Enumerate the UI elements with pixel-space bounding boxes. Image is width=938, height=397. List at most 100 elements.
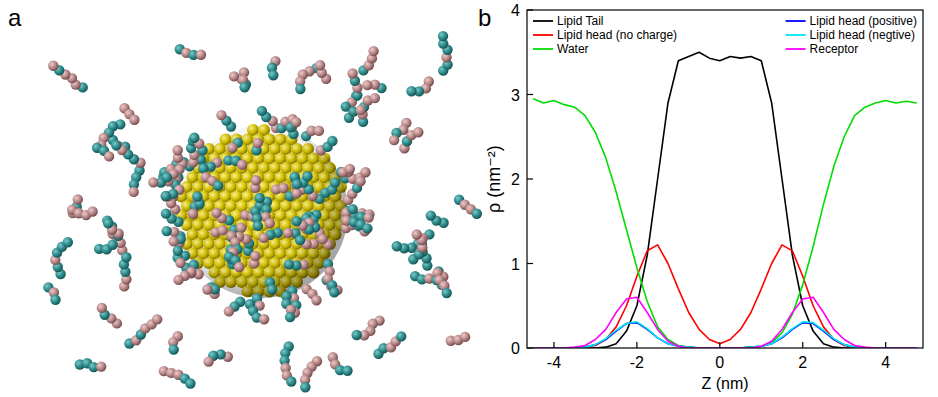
series-line <box>533 297 917 348</box>
bead-teal <box>342 366 352 376</box>
bead-pink <box>265 218 275 228</box>
panel-b: -4-202401234Z (nm)ρ (nm⁻²)Lipid TailLipi… <box>484 2 923 392</box>
legend-label: Lipid head (positive) <box>810 14 917 28</box>
bead-pink <box>291 117 301 127</box>
bead-teal <box>253 221 263 231</box>
bead-teal <box>254 193 264 203</box>
bead-teal <box>63 237 73 247</box>
bead-pink <box>355 176 365 186</box>
legend-column: Lipid head (positive)Lipid head (negtive… <box>786 14 917 56</box>
bead-teal <box>352 330 362 340</box>
bead-pink <box>251 175 261 185</box>
bead-pink <box>175 258 185 268</box>
bead-pink <box>152 314 162 324</box>
legend-item: Lipid head (no charge) <box>533 28 677 42</box>
legend: Lipid TailLipid head (no charge)Water Lip… <box>533 14 917 56</box>
legend-item: Water <box>533 42 589 56</box>
bead-teal <box>267 284 277 294</box>
y-tick-label: 2 <box>511 171 520 188</box>
y-tick-label: 0 <box>511 340 520 357</box>
free-lipids <box>43 31 482 393</box>
legend-swatch <box>786 20 806 22</box>
bead-pink <box>173 275 183 285</box>
bead-teal <box>472 209 482 219</box>
bead-teal <box>300 382 310 392</box>
x-tick-label: -2 <box>630 354 644 371</box>
bead-teal <box>292 179 302 189</box>
bead-pink <box>250 251 260 261</box>
bead-teal <box>257 106 267 116</box>
y-tick <box>527 178 533 179</box>
x-tick-label: 2 <box>798 354 807 371</box>
bead-pink <box>234 262 244 272</box>
sphere-shade <box>176 126 348 298</box>
bead-pink <box>188 209 198 219</box>
panel-label: b <box>478 4 491 31</box>
bead-pink <box>356 105 366 115</box>
bead-teal <box>121 252 131 262</box>
legend-label: Lipid head (negtive) <box>810 28 915 42</box>
bead-teal <box>396 331 406 341</box>
x-tick <box>636 342 637 348</box>
bead-pink <box>168 236 178 246</box>
bead-pink <box>202 284 212 294</box>
bead-pink <box>389 135 399 145</box>
x-tick-label: -4 <box>547 354 561 371</box>
x-tick <box>719 342 720 348</box>
adsorbed-lipids <box>148 106 374 325</box>
panel-label: a <box>8 4 22 31</box>
bead-pink <box>48 60 58 70</box>
legend-item: Lipid head (negtive) <box>786 28 915 42</box>
x-tick <box>885 342 886 348</box>
bead-pink <box>224 306 234 316</box>
bead-teal <box>426 210 436 220</box>
plot-frame <box>527 10 923 348</box>
figure: a-4-202401234Z (nm)ρ (nm⁻²)Lipid TailLip… <box>0 0 938 397</box>
legend-label: Lipid head (no charge) <box>557 28 677 42</box>
legend-item: Receptor <box>786 42 859 56</box>
legend-swatch <box>533 48 553 50</box>
legend-item: Lipid Tail <box>533 14 603 28</box>
bead-pink <box>363 212 373 222</box>
series-line <box>533 52 917 348</box>
bead-pink <box>315 60 325 70</box>
bead-pink <box>347 68 357 78</box>
bead-pink <box>227 143 237 153</box>
x-tick <box>553 342 554 348</box>
bead-teal <box>173 246 183 256</box>
legend-swatch <box>786 48 806 50</box>
series-line <box>533 322 917 348</box>
bead-teal <box>239 82 249 92</box>
bead-teal <box>169 344 179 354</box>
bead-pink <box>211 208 221 218</box>
x-tick-label: 0 <box>715 354 724 371</box>
y-tick-label: 4 <box>511 2 520 19</box>
bead-teal <box>442 288 452 298</box>
y-tick-label: 1 <box>511 256 520 273</box>
bead-pink <box>104 151 114 161</box>
bead-pink <box>129 115 139 125</box>
bead-teal <box>107 240 117 250</box>
y-tick <box>527 263 533 264</box>
bead-teal <box>285 312 295 322</box>
bead-teal <box>111 140 121 150</box>
bead-teal <box>327 136 337 146</box>
nanoparticle <box>176 124 349 298</box>
bead-pink <box>292 188 302 198</box>
bead-teal <box>406 86 416 96</box>
bead-teal <box>161 191 171 201</box>
bead-pink <box>216 110 226 120</box>
bead-teal <box>50 295 60 305</box>
x-tick <box>802 342 803 348</box>
bead-pink <box>345 164 355 174</box>
bead-pink <box>173 145 183 155</box>
bead-pink <box>259 233 269 243</box>
bead-pink <box>413 127 423 137</box>
bead-pink <box>311 295 321 305</box>
bead-teal <box>295 235 305 245</box>
y-tick-label: 3 <box>511 87 520 104</box>
bead-teal <box>438 31 448 41</box>
legend-item: Lipid head (positive) <box>786 14 917 28</box>
bead-teal <box>362 223 372 233</box>
legend-swatch <box>533 20 553 22</box>
